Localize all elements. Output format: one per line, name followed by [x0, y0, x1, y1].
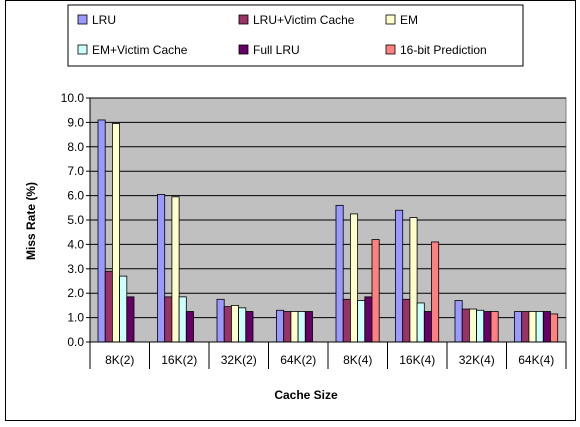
- bar-lru-8k-4: [335, 204, 344, 343]
- bar-16-bit-prediction-8k-4: [371, 239, 380, 343]
- bar-em-64k-4: [528, 311, 537, 343]
- x-tick-label: 16K(4): [399, 353, 435, 367]
- bar-em-victim-cache-32k-2: [238, 307, 247, 343]
- bar-lru-64k-2: [276, 309, 285, 343]
- legend-box: [67, 4, 524, 67]
- bar-lru-16k-4: [395, 209, 404, 343]
- bar-lru-victim-cache-64k-4: [521, 311, 530, 343]
- x-tick-label: 64K(4): [518, 353, 554, 367]
- x-tick-label: 8K(4): [343, 353, 372, 367]
- y-tick-label: 3.0: [67, 262, 84, 276]
- bar-full-lru-32k-4: [483, 311, 492, 343]
- bar-full-lru-64k-4: [542, 311, 551, 343]
- bar-16-bit-prediction-64k-4: [550, 313, 559, 343]
- bar-lru-32k-2: [216, 298, 225, 343]
- bar-lru-64k-4: [514, 311, 523, 343]
- y-tick-label: 10.0: [61, 91, 85, 105]
- bar-full-lru-8k-4: [364, 296, 373, 343]
- x-tick-label: 16K(2): [161, 353, 197, 367]
- bar-em-16k-2: [171, 196, 180, 343]
- x-tick-label: 8K(2): [105, 353, 134, 367]
- y-tick-label: 2.0: [67, 286, 84, 300]
- bar-16-bit-prediction-32k-4: [490, 311, 499, 343]
- x-tick-label: 32K(4): [459, 353, 495, 367]
- bar-lru-8k-2: [97, 119, 106, 343]
- legend-swatch-full-lru: [238, 44, 249, 55]
- bar-lru-victim-cache-8k-2: [104, 270, 113, 343]
- legend-swatch-16-bit-prediction: [385, 44, 396, 55]
- y-tick-label: 9.0: [67, 115, 84, 129]
- bar-lru-victim-cache-32k-4: [461, 308, 470, 343]
- bar-em-victim-cache-32k-4: [476, 309, 485, 343]
- bar-16-bit-prediction-16k-4: [431, 241, 440, 343]
- legend-swatch-lru: [77, 14, 88, 25]
- legend-label-16-bit-prediction: 16-bit Prediction: [400, 43, 487, 57]
- bar-full-lru-32k-2: [245, 311, 254, 343]
- bar-em-victim-cache-64k-4: [535, 311, 544, 343]
- bar-lru-victim-cache-8k-4: [342, 298, 351, 343]
- legend: LRU LRU+Victim Cache EM EM+Victim Cache Full…: [67, 4, 524, 67]
- y-tick-label: 1.0: [67, 311, 84, 325]
- plot-area: 0.0 1.0 2.0 3.0 4.0 5.0 6.0 7.0 8.0 9.0 10.0 8K(2) 1…: [61, 91, 567, 369]
- bar-lru-victim-cache-16k-4: [402, 298, 411, 343]
- legend-label-lru: LRU: [92, 13, 116, 27]
- y-tick-label: 8.0: [67, 140, 84, 154]
- y-tick-label: 4.0: [67, 237, 84, 251]
- y-tick-label: 6.0: [67, 189, 84, 203]
- bar-lru-32k-4: [454, 300, 463, 343]
- bar-chart: LRU LRU+Victim Cache EM EM+Victim Cache Full…: [24, 4, 567, 402]
- bar-em-victim-cache-64k-2: [297, 311, 306, 343]
- legend-swatch-em-victim-cache: [77, 44, 88, 55]
- bar-em-64k-2: [290, 311, 299, 343]
- chart-frame: LRU LRU+Victim Cache EM EM+Victim Cache Full…: [5, 0, 576, 421]
- bar-em-8k-4: [349, 213, 358, 343]
- legend-label-lru-victim-cache: LRU+Victim Cache: [253, 13, 355, 27]
- y-tick-label: 5.0: [67, 213, 84, 227]
- bar-lru-victim-cache-64k-2: [283, 311, 292, 343]
- bar-lru-16k-2: [157, 193, 166, 343]
- bar-em-victim-cache-8k-2: [119, 275, 128, 343]
- bar-em-victim-cache-16k-2: [178, 296, 187, 343]
- bar-lru-victim-cache-32k-2: [223, 306, 232, 343]
- bar-em-8k-2: [112, 123, 121, 343]
- legend-swatch-lru-victim-cache: [238, 14, 249, 25]
- legend-label-em-victim-cache: EM+Victim Cache: [92, 43, 188, 57]
- legend-label-em: EM: [400, 13, 418, 27]
- bar-em-victim-cache-16k-4: [416, 302, 425, 343]
- bar-em-32k-2: [230, 304, 239, 343]
- y-axis-label: Miss Rate (%): [24, 182, 38, 260]
- y-tick-label: 0.0: [67, 335, 84, 349]
- x-tick-label: 32K(2): [221, 353, 257, 367]
- x-tick-label: 64K(2): [280, 353, 316, 367]
- bar-lru-victim-cache-16k-2: [164, 296, 173, 343]
- x-axis-label: Cache Size: [274, 388, 338, 402]
- bar-full-lru-64k-2: [304, 311, 313, 343]
- bar-full-lru-8k-2: [126, 296, 135, 343]
- bar-full-lru-16k-4: [423, 311, 432, 343]
- bar-full-lru-16k-2: [185, 311, 194, 343]
- y-tick-label: 7.0: [67, 164, 84, 178]
- legend-swatch-em: [385, 14, 396, 25]
- bar-em-16k-4: [409, 217, 418, 343]
- bar-em-victim-cache-8k-4: [357, 300, 366, 343]
- bar-em-32k-4: [468, 308, 477, 343]
- legend-label-full-lru: Full LRU: [253, 43, 300, 57]
